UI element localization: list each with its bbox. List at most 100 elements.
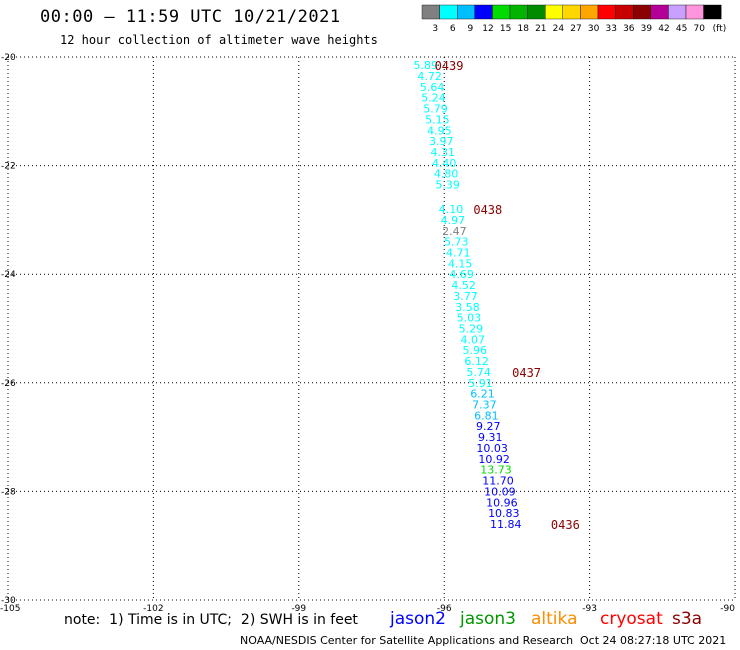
wave-height-label: 5.29 [459,323,484,336]
wave-height-label: 3.97 [429,135,454,148]
colorbar-label: 3 [432,24,438,34]
wave-height-label: 5.89 [414,59,439,72]
colorbar-swatch [685,4,704,20]
satellite-legend-jason2: jason2 [390,609,446,629]
colorbar-swatch [509,4,528,20]
wave-height-label: 4.07 [461,333,486,346]
wave-height-label: 5.39 [435,179,460,192]
colorbar-swatch [633,4,652,20]
wave-height-label: 5.24 [421,92,446,105]
x-tick-label: -96 [437,604,452,614]
satellite-legend-cryosat: cryosat [600,609,663,629]
wave-height-label: 10.83 [488,507,520,520]
wave-height-label: 5.64 [420,81,445,94]
wave-height-label: 4.10 [439,203,464,216]
wave-height-label: 5.73 [444,236,469,249]
wave-height-label: 4.71 [446,246,471,259]
colorbar-label: 45 [676,24,687,34]
wave-height-label: 5.74 [466,366,491,379]
colorbar-swatch [457,4,476,20]
wave-height-label: 4.80 [434,168,459,181]
wave-height-label: 11.84 [490,518,522,531]
time-annotation: 0439 [435,59,464,73]
colorbar-swatch [615,4,634,20]
colorbar-label: 21 [535,24,546,34]
wave-height-label: 10.92 [478,453,510,466]
colorbar-label: (ft) [713,24,727,34]
colorbar-swatch [527,4,546,20]
colorbar-label: 70 [693,24,705,34]
colorbar-label: 27 [570,24,581,34]
footer-date: Oct 24 08:27:18 UTC 2021 [580,634,727,647]
wave-height-label: 4.97 [441,214,466,227]
colorbar-swatch [492,4,511,20]
x-tick-label: -90 [720,604,735,614]
colorbar-label: 36 [623,24,635,34]
y-tick-label: -24 [1,270,16,280]
wave-height-label: 5.15 [425,113,450,126]
colorbar-swatch [562,4,581,20]
wave-height-label: 10.96 [486,496,518,509]
colorbar-label: 30 [588,24,600,34]
x-tick-label: -99 [291,604,306,614]
wave-height-label: 4.69 [449,268,474,281]
x-tick-label: -105 [0,604,20,614]
colorbar-swatch [421,4,440,20]
wave-height-label: 4.72 [417,70,442,83]
colorbar-label: 9 [468,24,474,34]
wave-height-label: 4.95 [427,124,452,137]
wave-height-label: 6.21 [470,388,495,401]
colorbar-swatch [650,4,669,20]
wave-height-label: 4.40 [432,157,457,170]
wave-height-label: 6.12 [464,355,489,368]
chart-subtitle: 12 hour collection of altimeter wave hei… [60,33,378,47]
colorbar-label: 6 [450,24,456,34]
satellite-legend-s3a: s3a [672,609,703,629]
wave-height-label: 13.73 [480,464,512,477]
wave-height-label: 4.52 [451,279,476,292]
wave-height-label: 5.96 [462,344,487,357]
colorbar-swatch [597,4,616,20]
colorbar-label: 24 [553,24,565,34]
wave-height-label: 4.15 [448,257,473,270]
time-annotation: 0437 [512,366,541,380]
wave-height-label: 9.31 [478,431,503,444]
time-annotation: 0438 [473,203,502,217]
colorbar-label: 15 [500,24,511,34]
wave-height-label: 2.47 [442,225,467,238]
y-tick-label: -26 [1,379,16,389]
time-annotation: 0436 [551,518,580,532]
colorbar-label: 12 [482,24,493,34]
colorbar-label: 18 [517,24,529,34]
colorbar-label: 39 [641,24,653,34]
colorbar-swatch [439,4,458,20]
chart-title: 00:00 – 11:59 UTC 10/21/2021 [40,7,341,27]
footer-credit: NOAA/NESDIS Center for Satellite Applica… [240,634,574,647]
colorbar-swatch [545,4,564,20]
wave-height-label: 9.27 [476,420,501,433]
colorbar-swatch [580,4,599,20]
footer-note: note: 1) Time is in UTC; 2) SWH is in fe… [64,612,358,628]
wave-height-label: 3.58 [455,301,480,314]
wave-height-label: 10.09 [484,485,516,498]
wave-height-label: 5.79 [423,103,448,116]
x-tick-label: -93 [582,604,597,614]
colorbar-label: 33 [605,24,616,34]
wave-height-label: 3.77 [453,290,478,303]
colorbar-swatch [703,4,722,20]
y-tick-label: -22 [1,162,16,172]
y-tick-label: -30 [1,596,16,606]
wave-height-label: 5.91 [468,377,493,390]
wave-height-label: 11.70 [482,475,514,488]
satellite-legend-altika: altika [531,609,578,629]
colorbar-label: 42 [658,24,669,34]
colorbar-swatch [668,4,687,20]
wave-height-label: 6.81 [474,409,499,422]
x-tick-label: -102 [143,604,163,614]
wave-height-label: 10.03 [476,442,508,455]
wave-height-label: 7.37 [472,399,497,412]
y-tick-label: -28 [1,487,16,497]
satellite-legend-jason3: jason3 [460,609,516,629]
wave-height-label: 5.03 [457,312,482,325]
